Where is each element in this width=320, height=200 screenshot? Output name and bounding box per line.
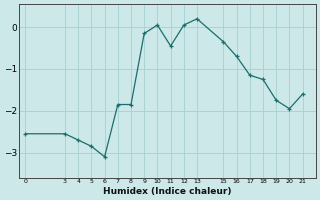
X-axis label: Humidex (Indice chaleur): Humidex (Indice chaleur) <box>103 187 232 196</box>
